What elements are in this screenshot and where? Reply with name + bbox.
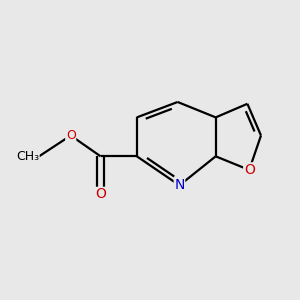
Text: N: N <box>174 178 184 192</box>
Text: CH₃: CH₃ <box>16 150 39 163</box>
Text: O: O <box>95 188 106 201</box>
Text: O: O <box>66 129 76 142</box>
Text: O: O <box>244 163 255 177</box>
